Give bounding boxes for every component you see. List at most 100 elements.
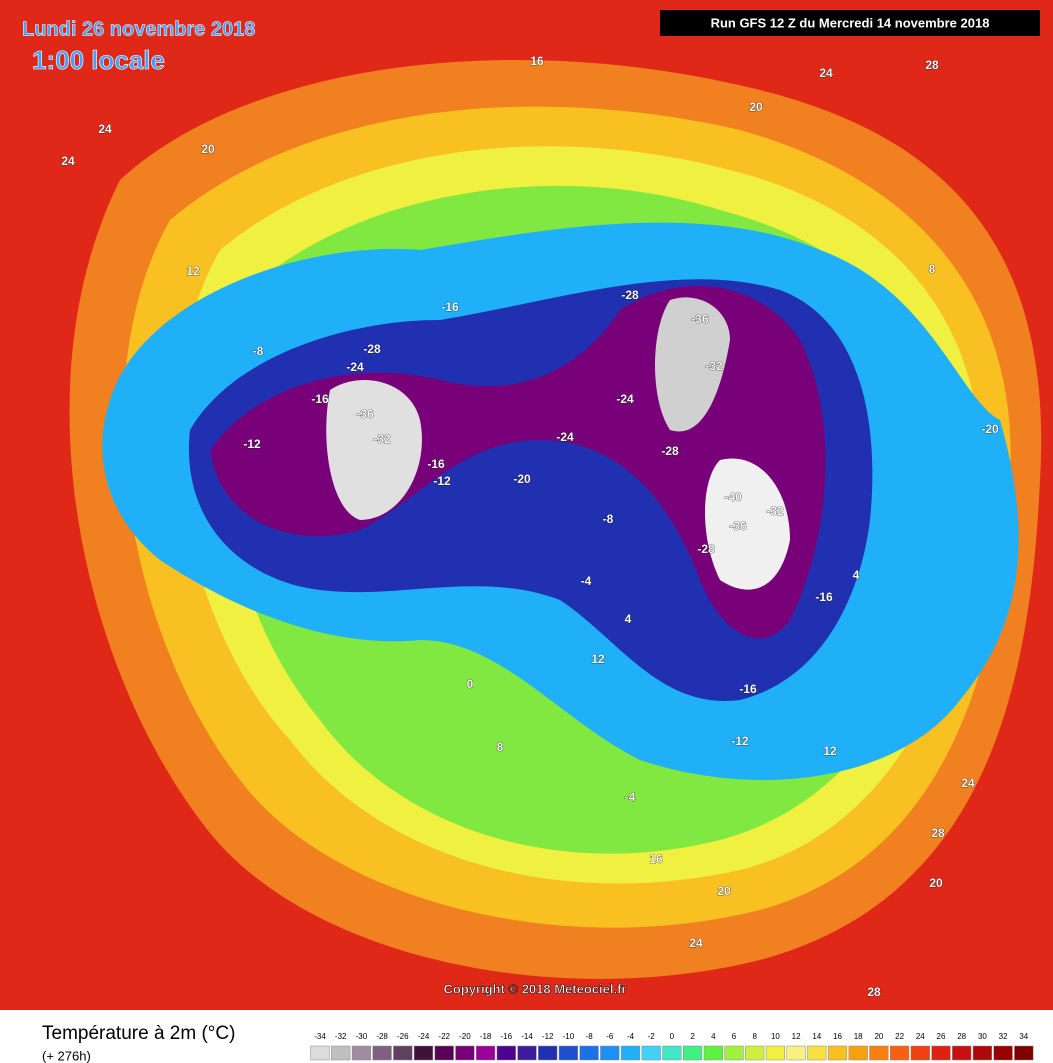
contour-label: -28 <box>363 342 381 356</box>
scale-swatch <box>993 1045 1013 1061</box>
scale-label: -28 <box>376 1032 388 1041</box>
scale-swatch <box>931 1045 951 1061</box>
scale-swatch <box>703 1045 723 1061</box>
scale-swatch <box>641 1045 661 1061</box>
contour-label: -36 <box>729 519 747 533</box>
contour-label: -16 <box>311 392 329 406</box>
contour-label: -12 <box>731 734 749 748</box>
scale-label: -8 <box>586 1032 594 1041</box>
contour-label: 0 <box>467 677 474 691</box>
scale-swatch <box>662 1045 682 1061</box>
contour-label: 24 <box>961 776 975 790</box>
scale-label: 12 <box>792 1032 801 1041</box>
contour-label: 28 <box>931 826 945 840</box>
scale-label: -10 <box>563 1032 575 1041</box>
scale-label: -20 <box>459 1032 471 1041</box>
contour-label: -28 <box>621 288 639 302</box>
scale-label: -26 <box>397 1032 409 1041</box>
scale-swatch <box>372 1045 392 1061</box>
contour-label: -32 <box>705 359 723 373</box>
contour-label: -28 <box>697 542 715 556</box>
map-zone <box>705 458 790 590</box>
scale-swatch <box>558 1045 578 1061</box>
scale-swatch <box>579 1045 599 1061</box>
contour-label: -36 <box>691 312 709 326</box>
contour-label: -20 <box>513 472 531 486</box>
contour-label: -28 <box>661 444 679 458</box>
scale-label: -14 <box>521 1032 533 1041</box>
contour-label: -24 <box>346 360 364 374</box>
scale-label: -32 <box>335 1032 347 1041</box>
scale-label: 16 <box>833 1032 842 1041</box>
scale-swatch <box>827 1045 848 1061</box>
scale-label: 4 <box>711 1032 716 1041</box>
contour-label: -4 <box>581 574 592 588</box>
legend-title: Température à 2m (°C) <box>42 1023 235 1044</box>
scale-swatch <box>807 1045 827 1061</box>
contour-label: -32 <box>766 504 784 518</box>
contour-label: 28 <box>867 985 881 999</box>
scale-label: -2 <box>648 1032 656 1041</box>
scale-label: 6 <box>732 1032 737 1041</box>
scale-swatch <box>952 1045 972 1061</box>
scale-label: -22 <box>438 1032 450 1041</box>
scale-swatch <box>786 1045 806 1061</box>
scale-swatch <box>413 1045 434 1061</box>
contour-label: 8 <box>929 262 936 276</box>
contour-label: -16 <box>739 682 757 696</box>
scale-swatch <box>848 1045 868 1061</box>
scale-swatch <box>455 1045 475 1061</box>
scale-label: 34 <box>1019 1032 1028 1041</box>
map-time: 1:00 locale <box>32 45 165 75</box>
scale-label: -34 <box>314 1032 326 1041</box>
contour-label: 4 <box>625 612 632 626</box>
contour-label: 24 <box>61 154 75 168</box>
scale-swatch <box>910 1045 930 1061</box>
scale-label: -12 <box>542 1032 554 1041</box>
copyright: Copyright © 2018 Meteociel.fr <box>444 981 627 996</box>
scale-label: -16 <box>501 1032 513 1041</box>
scale-swatch <box>683 1045 703 1061</box>
contour-label: 8 <box>497 740 504 754</box>
scale-label: 20 <box>874 1032 883 1041</box>
contour-label: 16 <box>649 852 663 866</box>
contour-label: -8 <box>253 344 264 358</box>
scale-label: 28 <box>957 1032 966 1041</box>
contour-label: 24 <box>819 66 833 80</box>
contour-label: -24 <box>616 392 634 406</box>
scale-swatch <box>620 1045 641 1061</box>
contour-label: 12 <box>186 264 200 278</box>
run-info: Run GFS 12 Z du Mercredi 14 novembre 201… <box>711 15 990 30</box>
scale-label: 8 <box>752 1032 757 1041</box>
map-zone <box>326 380 422 520</box>
scale-swatch <box>724 1045 744 1061</box>
run-box <box>660 10 1040 36</box>
scale-label: 32 <box>999 1032 1008 1041</box>
contour-label: 12 <box>591 652 605 666</box>
scale-swatch <box>1014 1045 1034 1061</box>
contour-label: 16 <box>530 54 544 68</box>
contour-label: 20 <box>717 884 731 898</box>
contour-label: -16 <box>427 457 445 471</box>
scale-swatch <box>517 1045 537 1061</box>
scale-swatch <box>869 1045 889 1061</box>
scale-swatch <box>538 1045 558 1061</box>
scale-swatch <box>765 1045 785 1061</box>
scale-label: 18 <box>854 1032 863 1041</box>
contour-label: 12 <box>823 744 837 758</box>
contour-label: -24 <box>556 430 574 444</box>
scale-label: 14 <box>812 1032 821 1041</box>
scale-swatch <box>972 1045 992 1061</box>
scale-label: 0 <box>670 1032 675 1041</box>
scale-swatch <box>393 1045 413 1061</box>
scale-swatch <box>496 1045 516 1061</box>
contour-label: -12 <box>433 474 451 488</box>
map-date: Lundi 26 novembre 2018 <box>22 18 255 40</box>
scale-swatch <box>331 1045 351 1061</box>
scale-label: 26 <box>937 1032 946 1041</box>
scale-swatch <box>351 1045 371 1061</box>
contour-label: 20 <box>201 142 215 156</box>
scale-label: 30 <box>978 1032 987 1041</box>
scale-label: 2 <box>690 1032 695 1041</box>
